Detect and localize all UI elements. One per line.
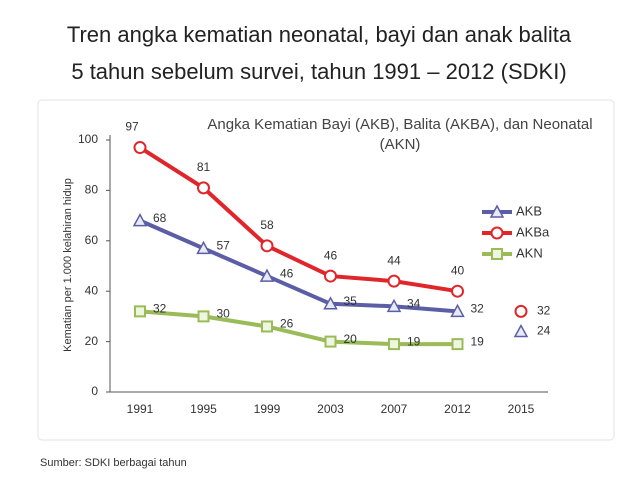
point bbox=[387, 274, 401, 288]
slide-title: 5 tahun sebelum survei, tahun 1991 – 201… bbox=[71, 59, 566, 84]
point bbox=[196, 240, 211, 255]
series-line bbox=[139, 218, 458, 314]
x-tick-label: 1995 bbox=[190, 402, 217, 416]
target-label: 24 bbox=[537, 324, 551, 338]
y-tick-label: 0 bbox=[91, 384, 98, 398]
point bbox=[386, 298, 402, 313]
point bbox=[133, 141, 147, 155]
y-tick-label: 60 bbox=[85, 233, 99, 247]
y-tick-label: 40 bbox=[85, 283, 99, 297]
data-label: 97 bbox=[125, 120, 139, 134]
data-label: 40 bbox=[451, 263, 465, 277]
data-label: 34 bbox=[407, 296, 421, 310]
point bbox=[134, 305, 146, 318]
point bbox=[324, 269, 337, 283]
data-label: 58 bbox=[260, 218, 274, 232]
legend-marker bbox=[490, 226, 504, 240]
data-label: 32 bbox=[471, 302, 485, 316]
data-label: 68 bbox=[153, 211, 167, 225]
point bbox=[451, 338, 464, 351]
x-tick-label: 2007 bbox=[381, 402, 408, 416]
chart-title: Angka Kematian Bayi (AKB), Balita (AKBA)… bbox=[207, 116, 593, 153]
legend-label: AKB bbox=[516, 203, 542, 218]
chart-frame bbox=[37, 99, 615, 441]
legend-label: AKBa bbox=[516, 224, 550, 239]
x-tick-label: 2003 bbox=[317, 402, 344, 416]
y-tick-label: 100 bbox=[78, 132, 98, 146]
series-line bbox=[139, 309, 458, 347]
point bbox=[260, 239, 274, 253]
data-label: 30 bbox=[217, 307, 231, 321]
data-label: 19 bbox=[407, 334, 421, 348]
data-label: 46 bbox=[324, 248, 338, 262]
target-marker bbox=[513, 323, 529, 338]
point bbox=[451, 284, 464, 298]
data-label: 57 bbox=[217, 239, 231, 253]
point bbox=[388, 338, 400, 351]
y-tick-label: 20 bbox=[85, 334, 99, 348]
x-tick-label: 1999 bbox=[254, 402, 281, 416]
point bbox=[197, 181, 210, 195]
x-tick-label: 1991 bbox=[127, 402, 154, 416]
source: Sumber: SDKI berbagai tahun bbox=[40, 457, 187, 469]
slide-title: Tren angka kematian neonatal, bayi dan a… bbox=[67, 22, 572, 47]
data-label: 81 bbox=[197, 160, 211, 174]
x-tick-label: 2012 bbox=[444, 402, 471, 416]
data-label: 32 bbox=[153, 302, 167, 316]
data-label: 46 bbox=[280, 266, 294, 280]
target-marker bbox=[514, 304, 528, 318]
data-label: 19 bbox=[471, 334, 485, 348]
point bbox=[132, 213, 148, 227]
data-label: 35 bbox=[344, 294, 358, 308]
target-label: 32 bbox=[537, 304, 551, 318]
y-tick-label: 80 bbox=[85, 183, 99, 197]
point bbox=[259, 268, 275, 282]
point bbox=[323, 296, 338, 310]
point bbox=[450, 303, 465, 318]
series-line bbox=[138, 145, 458, 294]
point bbox=[324, 335, 337, 348]
x-tick-label: 2015 bbox=[508, 402, 535, 416]
legend-marker bbox=[489, 204, 505, 218]
point bbox=[197, 310, 210, 323]
data-label: 20 bbox=[344, 332, 358, 346]
legend-label: AKN bbox=[516, 245, 543, 260]
point bbox=[261, 320, 273, 333]
y-axis-label: Kematian per 1.000 kelahiran hidup bbox=[62, 178, 74, 352]
data-label: 26 bbox=[280, 317, 294, 331]
data-label: 44 bbox=[387, 253, 401, 267]
legend-marker bbox=[491, 248, 503, 260]
